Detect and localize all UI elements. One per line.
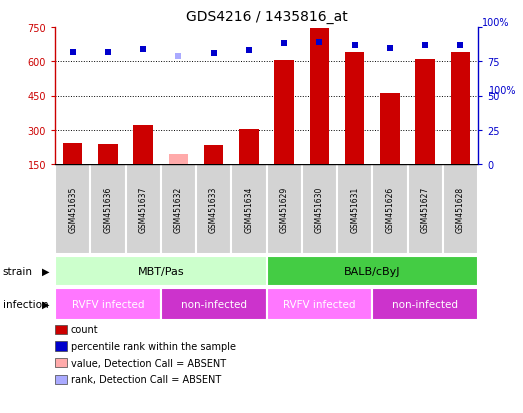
Bar [267,165,302,254]
Text: GSM451637: GSM451637 [139,186,147,233]
Bar [204,145,223,165]
Text: value, Detection Call = ABSENT: value, Detection Call = ABSENT [71,358,226,368]
Bar [267,288,372,320]
Bar [310,29,329,165]
Bar [372,165,407,254]
Bar [55,165,90,254]
Text: non-infected: non-infected [180,299,247,309]
Bar [267,256,478,286]
Text: count: count [71,325,98,335]
Text: percentile rank within the sample: percentile rank within the sample [71,341,236,351]
Bar [133,126,153,165]
Text: GSM451631: GSM451631 [350,186,359,233]
Bar [55,288,161,320]
Bar [239,129,258,165]
Text: GSM451636: GSM451636 [104,186,112,233]
Text: RVFV infected: RVFV infected [72,299,144,309]
Bar [275,61,294,165]
Text: rank, Detection Call = ABSENT: rank, Detection Call = ABSENT [71,374,221,384]
Bar [451,53,470,165]
Text: GSM451632: GSM451632 [174,186,183,233]
Bar [98,145,118,165]
Y-axis label: 100%: 100% [488,86,516,96]
Bar [90,165,126,254]
Text: GSM451634: GSM451634 [244,186,253,233]
Bar [337,165,372,254]
Text: ▶: ▶ [42,266,50,276]
Bar [372,288,478,320]
Bar [407,165,443,254]
Bar [380,94,400,165]
Text: GSM451627: GSM451627 [420,186,429,233]
Text: RVFV infected: RVFV infected [283,299,356,309]
Bar [161,288,267,320]
Title: GDS4216 / 1435816_at: GDS4216 / 1435816_at [186,10,347,24]
Text: GSM451629: GSM451629 [280,186,289,233]
Bar [443,165,478,254]
Bar [55,256,267,286]
Bar [345,53,365,165]
Bar [169,154,188,165]
Bar [126,165,161,254]
Bar [415,60,435,165]
Text: GSM451626: GSM451626 [385,186,394,233]
Text: GSM451630: GSM451630 [315,186,324,233]
Text: non-infected: non-infected [392,299,458,309]
Text: 100%: 100% [482,18,510,28]
Bar [302,165,337,254]
Bar [231,165,267,254]
Text: GSM451633: GSM451633 [209,186,218,233]
Bar [161,165,196,254]
Text: infection: infection [3,299,48,309]
Text: GSM451635: GSM451635 [68,186,77,233]
Text: ▶: ▶ [42,299,50,309]
Bar [196,165,231,254]
Text: BALB/cByJ: BALB/cByJ [344,266,401,276]
Text: MBT/Pas: MBT/Pas [138,266,184,276]
Bar [63,144,82,165]
Text: GSM451628: GSM451628 [456,187,465,233]
Text: strain: strain [3,266,32,276]
